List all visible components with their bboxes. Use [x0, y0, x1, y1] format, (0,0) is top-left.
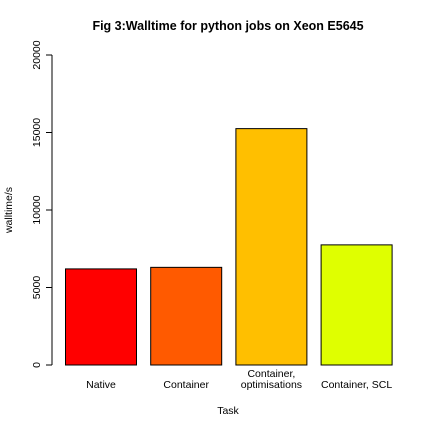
- bar: [235, 128, 308, 366]
- x-axis-label: Task: [217, 405, 239, 417]
- y-tick-label: 10000: [31, 195, 43, 224]
- x-category-label: Container,: [247, 368, 295, 380]
- x-category-label: Container, SCL: [321, 379, 392, 391]
- x-category-label: Native: [86, 379, 116, 391]
- bar: [150, 266, 223, 366]
- x-axis-category-labels: Native Container Container,optimisations Co…: [86, 368, 392, 391]
- y-axis: 0 5000 10000 15000 20000: [31, 40, 53, 368]
- bar: [320, 244, 393, 366]
- y-axis-label: walltime/s: [3, 187, 15, 234]
- y-tick-label: 5000: [31, 276, 43, 300]
- bars-group: [65, 128, 393, 366]
- x-category-label: optimisations: [241, 379, 302, 391]
- y-tick-label: 0: [31, 362, 43, 368]
- y-tick-label: 20000: [31, 40, 43, 69]
- x-category-label: Container: [163, 379, 209, 391]
- y-tick-label: 15000: [31, 118, 43, 147]
- bar: [65, 268, 137, 366]
- chart-title: Fig 3:Walltime for python jobs on Xeon E…: [92, 19, 363, 33]
